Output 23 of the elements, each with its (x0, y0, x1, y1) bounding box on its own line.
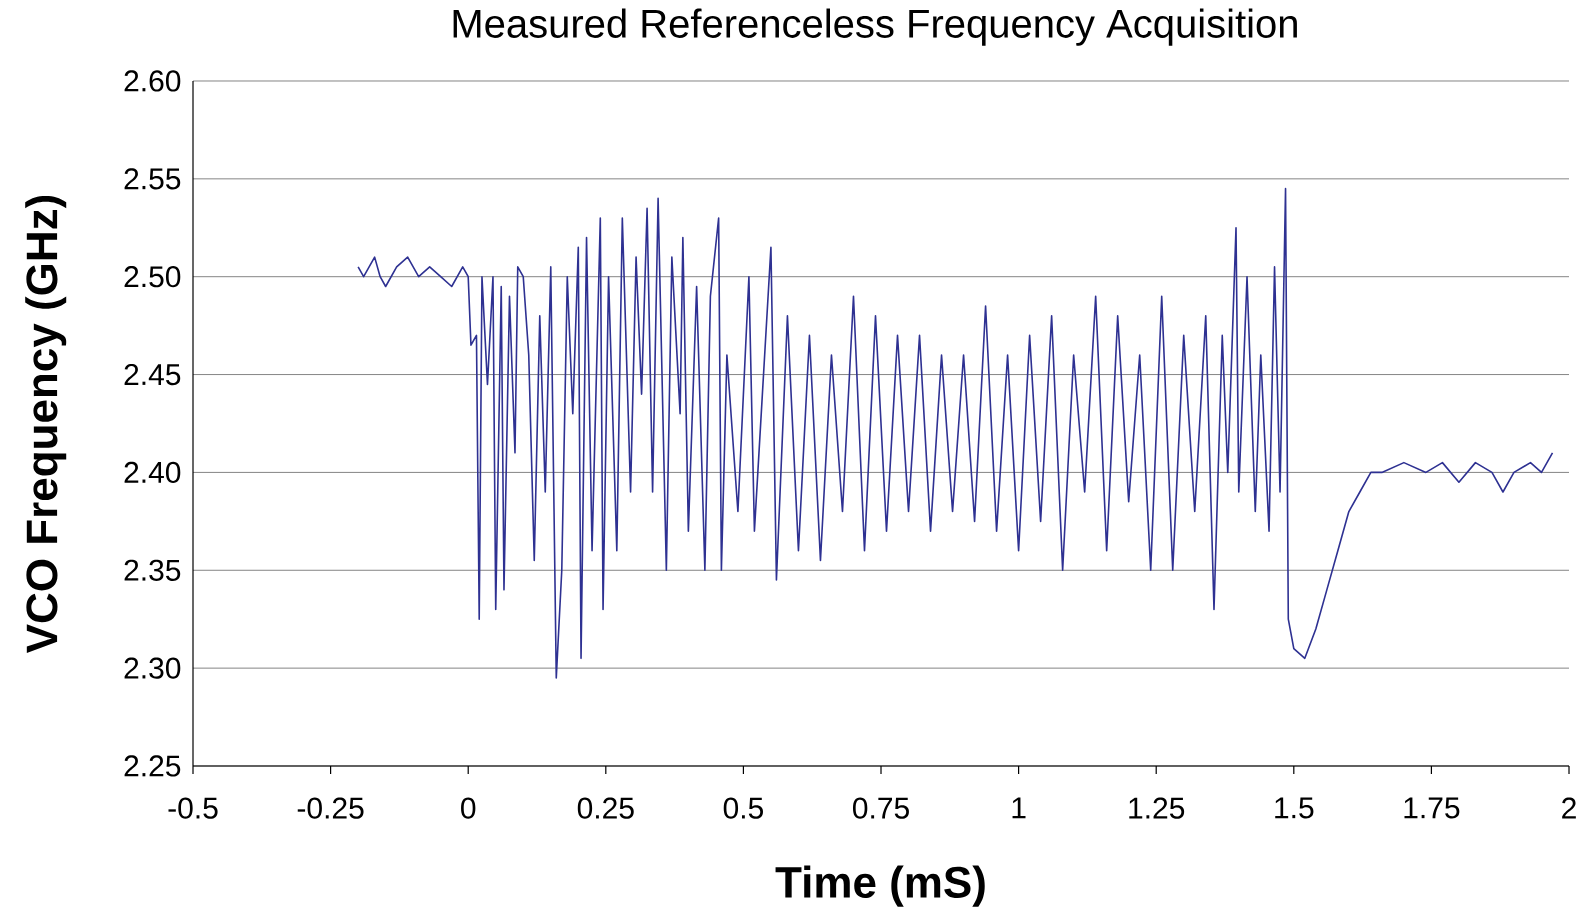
y-tick-label: 2.30 (124, 657, 181, 679)
x-axis-title: Time (mS) (775, 865, 985, 907)
x-tick-label: 1.5 (1275, 797, 1314, 819)
y-tick-label: 2.55 (124, 168, 181, 190)
x-tick-label: 0 (461, 797, 476, 819)
x-tick-label: 0.5 (723, 797, 764, 819)
x-tick-label: 2 (1562, 797, 1576, 819)
x-tick-label: -0.5 (168, 797, 218, 819)
x-tick-label: -0.25 (297, 797, 364, 819)
y-tick-label: 2.25 (124, 755, 181, 777)
x-tick-label: 1.25 (1129, 797, 1185, 819)
y-tick-label: 2.50 (124, 266, 181, 288)
x-tick-label: 1 (1012, 797, 1026, 819)
line-series (357, 187, 1554, 679)
chart-title: Measured Referenceless Frequency Acquisition (453, 8, 1297, 46)
x-tick-label: 1.75 (1404, 797, 1460, 819)
y-tick-label: 2.35 (124, 559, 181, 581)
y-tick-label: 2.60 (124, 70, 181, 92)
x-tick-label: 0.75 (852, 797, 909, 819)
y-tick-label: 2.45 (124, 363, 181, 386)
x-tick-label: 0.25 (577, 797, 634, 819)
y-tick-label: 2.40 (124, 461, 181, 484)
y-axis-title: VCO Frequency (GHz) (25, 195, 67, 653)
